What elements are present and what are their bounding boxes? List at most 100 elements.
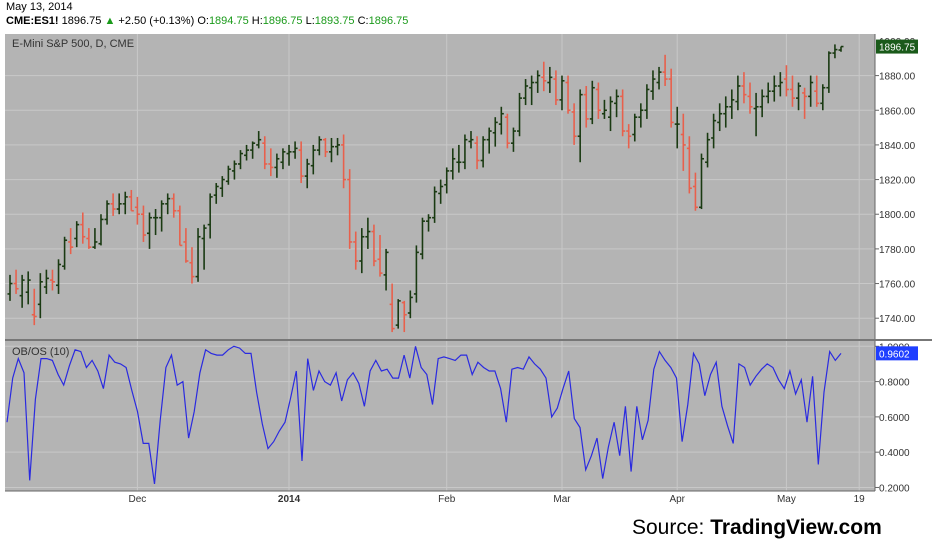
ohlc-bar[interactable] [559,75,565,111]
ohlc-bar[interactable] [638,103,644,128]
ohlc-bar[interactable] [62,236,68,270]
source-brand[interactable]: TradingView.com [710,516,882,539]
ohlc-bar[interactable] [765,82,771,104]
ohlc-bar[interactable] [450,148,456,180]
ohlc-bar[interactable] [25,271,31,305]
ohlc-bar[interactable] [322,137,328,158]
ohlc-bar[interactable] [177,205,183,247]
ohlc-bar[interactable] [195,228,201,282]
ohlc-bar[interactable] [262,136,268,170]
ohlc-bar[interactable] [86,228,92,249]
ohlc-bar[interactable] [832,44,838,59]
ohlc-bar[interactable] [486,127,492,154]
ohlc-bar[interactable] [365,217,371,249]
ohlc-bar[interactable] [298,141,304,184]
ohlc-bar[interactable] [419,217,425,260]
ohlc-bar[interactable] [498,106,504,135]
ohlc-bar[interactable] [432,186,438,223]
ohlc-bar[interactable] [116,193,122,215]
ohlc-bar[interactable] [535,70,541,93]
ohlc-bar[interactable] [80,212,86,244]
ohlc-bar[interactable] [304,158,310,189]
ohlc-bar[interactable] [668,68,674,128]
ohlc-bar[interactable] [122,191,128,215]
ohlc-bar[interactable] [31,288,37,326]
ohlc-bar[interactable] [159,200,165,232]
ohlc-bar[interactable] [674,106,680,149]
ohlc-bar[interactable] [692,172,698,211]
ohlc-bar[interactable] [426,214,432,232]
ohlc-bar[interactable] [541,61,547,92]
ohlc-bar[interactable] [341,134,347,189]
ohlc-bar[interactable] [620,89,626,137]
ohlc-bar[interactable] [395,299,401,329]
ohlc-bar[interactable] [741,72,747,104]
ohlc-bar[interactable] [165,193,171,215]
ohlc-bar[interactable] [826,51,832,93]
ohlc-bar[interactable] [523,79,529,106]
ohlc-bar[interactable] [389,283,395,333]
ohlc-bar[interactable] [698,153,704,210]
oscillator-line[interactable] [6,345,842,484]
ohlc-bar[interactable] [377,235,383,277]
ohlc-bar[interactable] [480,136,486,168]
ohlc-bar[interactable] [201,224,207,270]
ohlc-bar[interactable] [56,259,62,294]
ohlc-bar[interactable] [729,89,735,119]
ohlc-bar[interactable] [280,148,286,170]
ohlc-bar[interactable] [128,189,134,212]
ohlc-bar[interactable] [256,131,262,149]
ohlc-bar[interactable] [183,228,189,263]
chart-area[interactable]: Dec 2014 Feb Mar Apr May 19 1740.00 1760.00 1780.… [0,0,932,510]
ohlc-bar[interactable] [711,113,717,149]
ohlc-bar[interactable] [474,136,480,170]
ohlc-bar[interactable] [650,70,656,100]
ohlc-bar[interactable] [213,183,219,204]
ohlc-bar[interactable] [577,89,583,163]
ohlc-bar[interactable] [231,160,237,180]
ohlc-bar[interactable] [68,228,74,255]
ohlc-bar[interactable] [759,89,765,118]
ohlc-bar[interactable] [802,87,808,119]
ohlc-bar[interactable] [614,89,620,118]
ohlc-bar[interactable] [237,150,243,170]
ohlc-bar[interactable] [43,269,49,294]
ohlc-bar[interactable] [359,228,365,274]
ohlc-bar[interactable] [353,231,359,270]
ohlc-bar[interactable] [407,290,413,319]
ohlc-bar[interactable] [13,269,19,294]
ohlc-bar[interactable] [632,113,638,142]
ohlc-bar[interactable] [583,85,589,128]
ohlc-bar[interactable] [492,117,498,147]
ohlc-bar[interactable] [777,72,783,97]
ohlc-bar[interactable] [316,136,322,156]
ohlc-bar[interactable] [626,124,632,149]
ohlc-bar[interactable] [19,274,25,308]
ohlc-bar[interactable] [310,144,316,175]
ohlc-bar[interactable] [553,70,559,106]
ohlc-bar[interactable] [747,82,753,114]
oscillator-pane[interactable] [5,341,875,491]
ohlc-bar[interactable] [601,99,607,119]
ohlc-bar[interactable] [680,113,686,171]
ohlc-bar[interactable] [438,179,444,204]
ohlc-bar[interactable] [735,75,741,111]
ohlc-bar[interactable] [717,103,723,132]
ohlc-bar[interactable] [510,127,516,152]
ohlc-bar[interactable] [796,82,802,111]
ohlc-bar[interactable] [225,165,231,185]
ohlc-bar[interactable] [838,45,844,52]
ohlc-bar[interactable] [456,144,462,173]
ohlc-bar[interactable] [462,134,468,170]
ohlc-bar[interactable] [686,136,692,194]
ohlc-bar[interactable] [37,273,43,319]
ohlc-bar[interactable] [104,200,110,225]
ohlc-bar[interactable] [771,75,777,102]
ohlc-bar[interactable] [153,209,159,236]
ohlc-bar[interactable] [292,141,298,159]
ohlc-bar[interactable] [413,245,419,303]
ohlc-bar[interactable] [286,144,292,166]
ohlc-bar[interactable] [189,247,195,284]
ohlc-bar[interactable] [7,274,13,301]
ohlc-bar[interactable] [347,169,353,249]
